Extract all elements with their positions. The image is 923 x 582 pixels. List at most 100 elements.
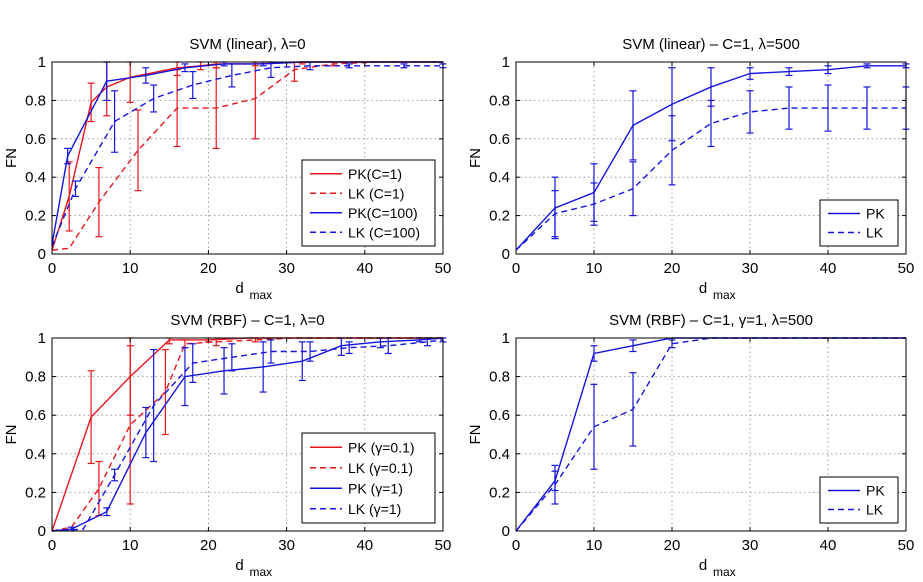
chart-panel-2: 0 10 20 30 40 50 0 0.2 0.4 0.6 0.8 1 SVM (linear) – … — [467, 36, 914, 302]
error-bar — [150, 84, 158, 113]
x-axis-label: d — [235, 557, 243, 574]
y-tick-label: 0.4 — [25, 169, 46, 186]
error-bar — [863, 86, 871, 130]
x-tick-label: 10 — [122, 260, 139, 277]
axes-frame — [515, 337, 907, 532]
error-bar — [863, 63, 871, 69]
error-bar — [345, 63, 353, 69]
x-tick-label: 0 — [48, 260, 56, 277]
y-tick-label: 0.8 — [25, 92, 46, 109]
legend-entry: PK(C=1) — [348, 166, 402, 182]
error-bar — [551, 190, 559, 238]
error-bar — [142, 67, 150, 84]
y-tick-label: 0.8 — [25, 369, 46, 386]
y-tick-label: 0.4 — [25, 446, 46, 463]
x-tick-label: 40 — [356, 537, 373, 554]
y-tick-label: 0.2 — [25, 484, 46, 501]
error-bar — [551, 464, 559, 505]
y-axis-label: FN — [3, 425, 20, 445]
y-tick-label: 0 — [502, 246, 510, 263]
x-tick-label: 50 — [898, 260, 915, 277]
error-bar — [785, 86, 793, 130]
y-tick-label: 0.6 — [25, 407, 46, 424]
error-bar — [259, 341, 267, 393]
error-bar — [785, 67, 793, 77]
axes-frame — [51, 337, 444, 532]
error-bar — [150, 348, 158, 463]
x-tick-label: 30 — [742, 260, 759, 277]
x-tick-label: 20 — [664, 260, 681, 277]
error-bar — [629, 161, 637, 217]
axes-frame — [51, 61, 444, 255]
y-axis-label: FN — [467, 425, 484, 445]
error-bar — [181, 347, 189, 407]
legend-entry: PK (γ=1) — [348, 480, 403, 496]
y-tick-label: 0.4 — [489, 169, 510, 186]
x-tick-label: 40 — [820, 260, 837, 277]
chart-panel-3: 0 10 20 30 40 50 0 0.2 0.4 0.6 0.8 1 SVM (RBF) – C=1… — [3, 312, 451, 579]
y-tick-label: 0.4 — [489, 446, 510, 463]
x-tick-label: 10 — [586, 260, 603, 277]
x-axis-label-subscript: max — [713, 565, 736, 579]
series-line-3 — [51, 337, 444, 532]
x-tick-label: 40 — [356, 260, 373, 277]
chart-title: SVM (RBF) – C=1, γ=1, λ=500 — [609, 312, 813, 329]
chart-panel-1: 0 10 20 30 40 50 0 0.2 0.4 0.6 0.8 1 SVM (linear), λ… — [3, 36, 451, 302]
error-bar — [87, 82, 95, 123]
legend-entry: LK — [866, 502, 884, 518]
x-tick-label: 30 — [742, 537, 759, 554]
chart-title: SVM (RBF) – C=1, λ=0 — [170, 312, 324, 329]
error-bar — [629, 90, 637, 161]
y-tick-label: 0.6 — [25, 131, 46, 148]
chart-panel-4: 0 10 20 30 40 50 0 0.2 0.4 0.6 0.8 1 SVM (RBF) – C=1… — [467, 312, 914, 579]
error-bar — [71, 180, 79, 197]
legend-entry: PK (γ=0.1) — [348, 439, 415, 455]
y-tick-label: 1 — [38, 54, 46, 71]
error-bar — [228, 63, 236, 88]
y-tick-label: 0.6 — [489, 131, 510, 148]
error-bar — [134, 109, 142, 192]
y-tick-label: 0.2 — [489, 484, 510, 501]
x-axis-label: d — [699, 557, 707, 574]
y-tick-label: 1 — [502, 330, 510, 347]
error-bar — [189, 343, 197, 383]
x-axis-label-subscript: max — [250, 565, 273, 579]
y-tick-label: 0.6 — [489, 407, 510, 424]
legend-entry: PK — [866, 206, 885, 222]
y-tick-label: 0.8 — [489, 92, 510, 109]
error-bar — [267, 339, 275, 364]
legend-entry: PK(C=100) — [348, 205, 418, 221]
error-bar — [590, 383, 598, 470]
error-bar — [707, 99, 715, 148]
legend-entry: LK (C=100) — [348, 224, 420, 240]
x-tick-label: 50 — [435, 260, 452, 277]
legend: PK (γ=0.1) LK (γ=0.1) PK (γ=1) LK (γ=1) — [301, 432, 436, 524]
error-bar — [87, 370, 95, 465]
chart-title: SVM (linear) – C=1, λ=500 — [622, 36, 800, 53]
error-bar — [189, 70, 197, 100]
x-tick-label: 0 — [512, 260, 520, 277]
error-bar — [590, 182, 598, 226]
x-tick-label: 10 — [586, 537, 603, 554]
x-axis-label-subscript: max — [713, 288, 736, 302]
legend-entry: PK — [866, 483, 885, 499]
legend: PK LK — [819, 199, 899, 247]
x-axis-label: d — [235, 280, 243, 297]
error-bar — [345, 341, 353, 355]
y-axis-label: FN — [467, 148, 484, 168]
x-tick-label: 40 — [820, 537, 837, 554]
error-bar — [111, 468, 119, 482]
error-bar — [629, 372, 637, 447]
series-line-2 — [515, 107, 906, 251]
legend-entry: LK (γ=0.1) — [348, 460, 413, 476]
error-bar — [64, 147, 72, 165]
error-bar — [824, 84, 832, 132]
error-bar — [212, 67, 220, 149]
x-tick-label: 20 — [664, 537, 681, 554]
legend: PK(C=1) LK (C=1) PK(C=100) LK (C=100) — [301, 159, 436, 247]
error-bar — [142, 406, 150, 459]
x-tick-label: 20 — [200, 260, 217, 277]
error-bar — [306, 341, 314, 362]
series-line-4 — [51, 65, 443, 247]
